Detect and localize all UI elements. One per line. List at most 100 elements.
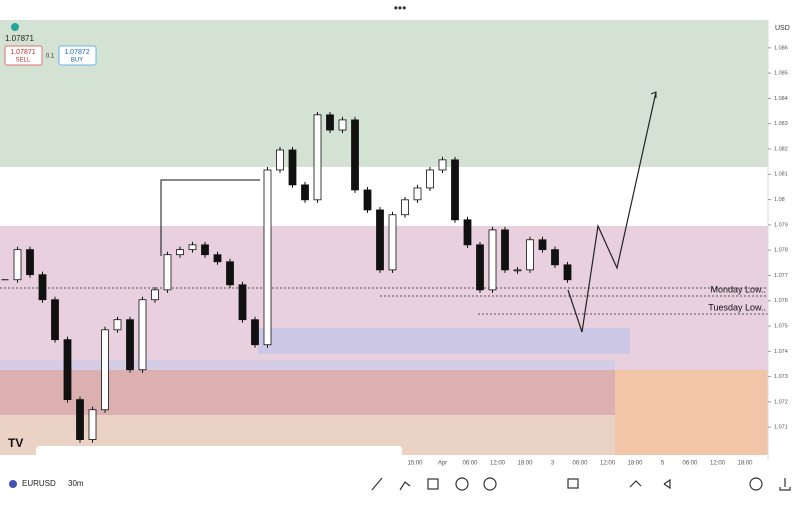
candle-body	[188, 244, 197, 251]
interval[interactable]: 30m	[68, 479, 84, 488]
y-tick-label: 1.086	[774, 45, 788, 51]
candle-body	[163, 254, 172, 291]
candle-body	[101, 329, 109, 411]
x-tick-label: 06:00	[572, 461, 588, 467]
candle-body	[426, 169, 434, 189]
x-tick-label: 5	[661, 461, 665, 467]
candle-body	[326, 114, 334, 131]
zone-blue-strip	[0, 360, 615, 370]
x-tick-label: 15:00	[407, 461, 423, 467]
candle-body	[438, 159, 447, 171]
candle-body	[463, 219, 472, 246]
x-tick-label: 12:00	[490, 461, 506, 467]
zone-blue	[258, 328, 630, 354]
candle-body	[551, 249, 559, 266]
y-tick-label: 1.081	[774, 172, 788, 178]
candle-body	[501, 229, 509, 271]
y-tick-label: 1.079	[774, 222, 788, 228]
symbol[interactable]: EURUSD	[22, 479, 56, 488]
candle-body	[451, 159, 459, 221]
y-tick-label: 1.073	[774, 374, 788, 380]
y-tick-label: 1.072	[774, 399, 788, 405]
price: 1.07871	[5, 34, 34, 43]
x-tick-label: 18:00	[517, 461, 533, 467]
buy-button[interactable]	[58, 45, 97, 66]
candle-body	[38, 274, 47, 301]
symbol-flag	[9, 480, 17, 488]
candle-body	[201, 244, 209, 256]
candle-body	[13, 249, 22, 281]
sell-button[interactable]	[4, 45, 43, 66]
candle-body	[376, 209, 384, 271]
candle-body	[288, 149, 297, 186]
candle-body	[76, 399, 84, 440]
menu-dots[interactable]: •••	[394, 1, 407, 15]
y-tick-label: 1.084	[774, 96, 788, 102]
y-tick-label: 1.074	[774, 349, 788, 355]
candle-body	[138, 299, 147, 371]
x-tick-label: Apr	[438, 461, 447, 467]
x-tick-label: 18:00	[737, 461, 753, 467]
bottom-bar	[0, 470, 800, 500]
y-tick-label: 1.075	[774, 323, 788, 329]
y-tick-label: 1.083	[774, 121, 788, 127]
candle-body	[176, 249, 184, 256]
sell-price: 1.07871	[10, 49, 35, 56]
candle-body	[401, 199, 409, 216]
candle-body	[363, 189, 372, 211]
buy-price: 1.07872	[64, 49, 89, 56]
x-tick-label: 06:00	[462, 461, 478, 467]
candle-body	[126, 319, 134, 371]
x-tick-label: 06:00	[682, 461, 698, 467]
candle-body	[538, 239, 547, 251]
candle-body	[88, 409, 97, 440]
zone-green	[0, 20, 768, 167]
annotation: Tuesday Low..	[708, 302, 766, 312]
candle-body	[251, 319, 259, 346]
candle-body	[313, 114, 322, 201]
candle-body	[213, 254, 222, 263]
annotation: Monday Low..	[710, 284, 766, 294]
candle-body	[488, 229, 497, 291]
bottom-tools[interactable]	[371, 477, 791, 491]
projection-arrow	[650, 91, 657, 98]
candle-body	[351, 119, 359, 191]
sell-label: SELL	[16, 58, 31, 64]
y-tick-label: 1.08	[774, 197, 785, 203]
x-tick-label: 12:00	[600, 461, 616, 467]
candle-body	[513, 269, 522, 272]
status-dot	[11, 23, 19, 31]
x-tick-label: 18:00	[627, 461, 643, 467]
candle-body	[301, 184, 309, 201]
logo: TV	[8, 436, 23, 450]
candle-body	[151, 289, 159, 301]
candle-body	[26, 249, 34, 276]
price-axis	[768, 20, 800, 460]
candle-body	[388, 214, 397, 271]
candle-body	[238, 284, 247, 321]
drawing-line	[160, 179, 260, 256]
candle-body	[563, 264, 572, 281]
drawing-toolbar	[36, 446, 402, 470]
candle-body	[276, 149, 284, 171]
candle-body	[413, 187, 422, 201]
candle-body	[338, 119, 347, 131]
y-tick-label: 1.078	[774, 248, 788, 254]
candle-body	[51, 299, 59, 341]
x-tick-label: 3	[551, 461, 555, 467]
y-tick-label: 1.077	[774, 273, 788, 279]
quantity[interactable]: 0.1	[46, 54, 55, 60]
y-tick-label: 1.071	[774, 425, 788, 431]
zone-orange	[615, 370, 768, 455]
candle-body	[113, 319, 122, 331]
x-tick-label: 12:00	[710, 461, 726, 467]
currency[interactable]: USD	[775, 25, 790, 32]
buy-label: BUY	[71, 58, 83, 64]
candle-body	[63, 339, 72, 401]
candle-body	[526, 239, 534, 271]
projection-path	[567, 91, 657, 333]
candle-body	[226, 261, 234, 286]
y-tick-label: 1.085	[774, 71, 788, 77]
